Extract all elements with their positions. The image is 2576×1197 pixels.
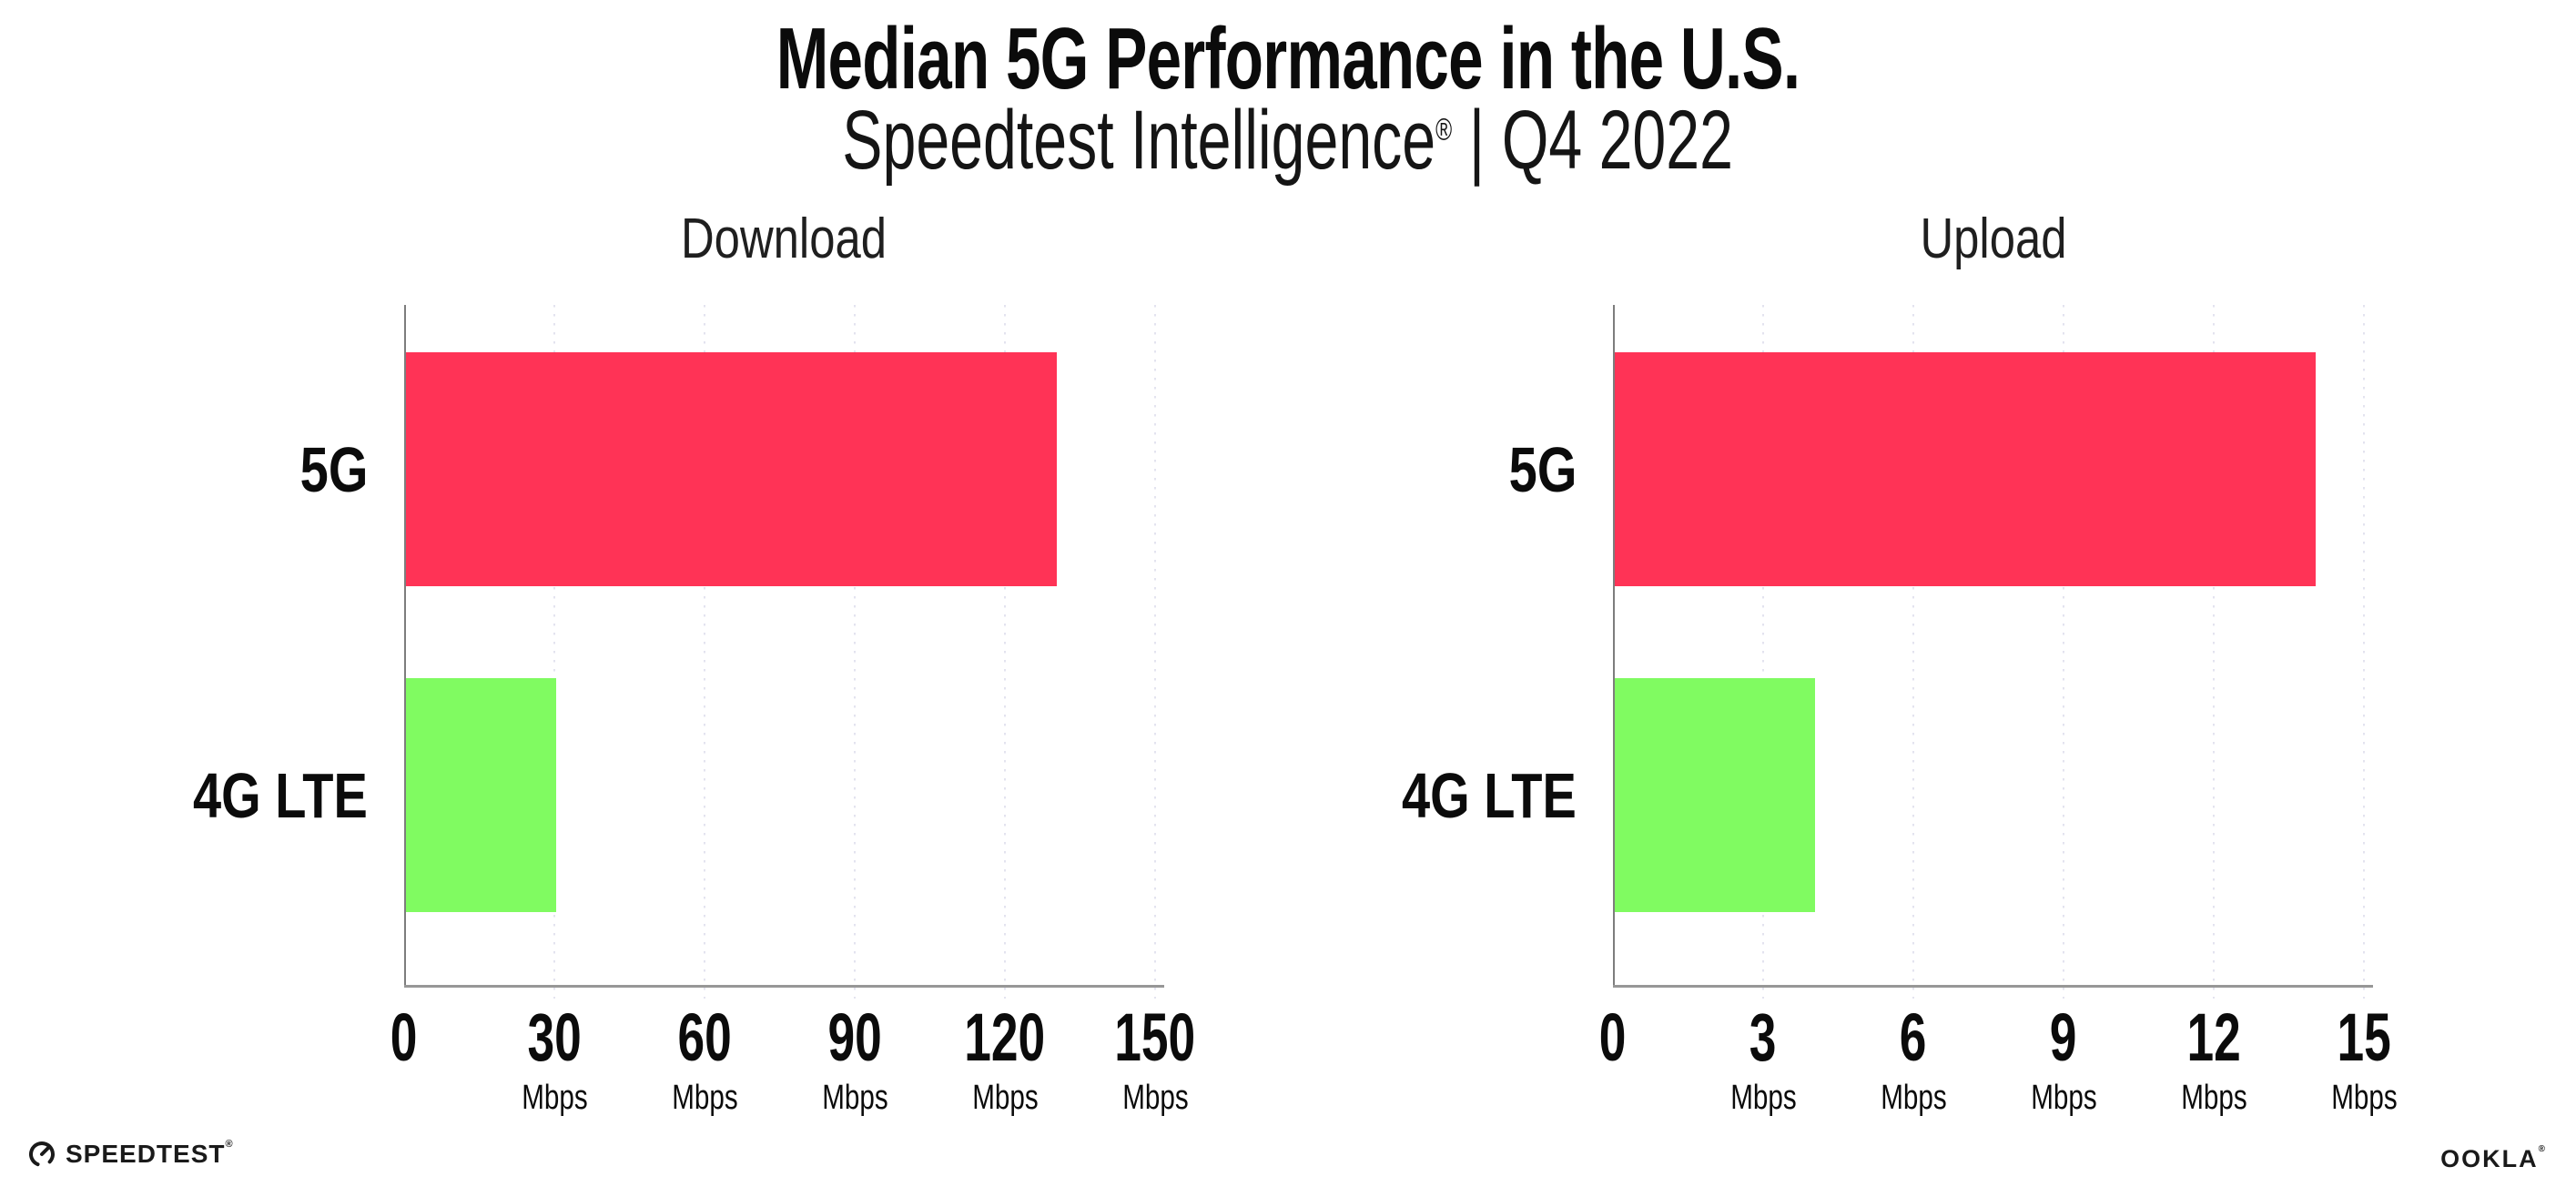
upload-bar-4g-lte — [1615, 678, 1815, 912]
upload-xtick-value-3: 3 — [1749, 999, 1777, 1075]
upload-gridline-9 — [2063, 305, 2064, 999]
download-xtick-unit-90: Mbps — [821, 1079, 888, 1117]
download-xtick-90: 90 Mbps — [736, 999, 973, 1117]
upload-xtick-value-6: 6 — [1900, 999, 1927, 1075]
download-gridline-90 — [854, 305, 856, 999]
download-xtick-120: 120 Mbps — [887, 999, 1123, 1117]
download-xtick-value-120: 120 — [964, 999, 1046, 1075]
subtitle-divider: | — [1469, 94, 1486, 187]
download-x-axis-line — [404, 985, 1164, 988]
download-xtick-value-90: 90 — [827, 999, 882, 1075]
upload-chart-title: Upload — [1920, 208, 2067, 270]
upload-plot-area: 5G 4G LTE 0 3 Mbps 6 Mbps 9 Mbps 12 Mbps 15 Mbps — [1402, 305, 2397, 1115]
download-bar-4g-lte — [406, 678, 556, 912]
download-gridline-60 — [704, 305, 705, 999]
download-xtick-unit-30: Mbps — [521, 1079, 588, 1117]
download-plot-area: 5G 4G LTE 0 30 Mbps 60 Mbps 90 Mbps 120 Mbps 150 Mbp… — [193, 305, 1195, 1115]
upload-xtick-unit-6: Mbps — [1880, 1079, 1947, 1117]
upload-bar-5g — [1615, 352, 2316, 586]
download-xtick-60: 60 Mbps — [586, 999, 823, 1117]
upload-gridline-12 — [2213, 305, 2215, 999]
download-bar-5g — [406, 352, 1057, 586]
download-y-axis-line — [404, 305, 406, 988]
download-xtick-value-0: 0 — [390, 999, 418, 1075]
speedtest-logo: SPEEDTEST® — [27, 1140, 234, 1169]
page-title: Median 5G Performance in the U.S. — [0, 11, 2576, 107]
upload-y-label-4g-lte: 4G LTE — [1402, 759, 1577, 831]
download-chart-title: Download — [680, 208, 887, 270]
ookla-trademark-symbol: ® — [2538, 1144, 2547, 1154]
upload-gridline-3 — [1762, 305, 1764, 999]
ookla-wordmark: OOKLA — [2440, 1145, 2539, 1172]
speedtest-wordmark: SPEEDTEST® — [66, 1139, 234, 1169]
upload-xtick-unit-12: Mbps — [2180, 1079, 2247, 1117]
subtitle-period: Q4 2022 — [1502, 94, 1734, 187]
download-xtick-unit-60: Mbps — [671, 1079, 738, 1117]
upload-xtick-value-12: 12 — [2186, 999, 2241, 1075]
upload-xtick-3: 3 Mbps — [1645, 999, 1881, 1117]
upload-gridline-6 — [1912, 305, 1914, 999]
upload-xtick-unit-9: Mbps — [2030, 1079, 2097, 1117]
upload-y-label-5g: 5G — [1508, 433, 1577, 505]
download-xtick-150: 150 Mbps — [1037, 999, 1273, 1117]
download-xtick-30: 30 Mbps — [436, 999, 673, 1117]
upload-y-axis-line — [1613, 305, 1615, 988]
page-title-text: Median 5G Performance in the U.S. — [776, 10, 1800, 107]
page-subtitle-text: Speedtest Intelligence® | Q4 2022 — [843, 93, 1734, 189]
download-gridline-30 — [553, 305, 555, 999]
upload-xtick-0: 0 — [1495, 1004, 1731, 1071]
upload-xtick-12: 12 Mbps — [2095, 999, 2332, 1117]
upload-xtick-value-15: 15 — [2337, 999, 2391, 1075]
upload-xtick-6: 6 Mbps — [1795, 999, 2032, 1117]
download-gridline-150 — [1154, 305, 1156, 999]
upload-xtick-unit-15: Mbps — [2330, 1079, 2398, 1117]
download-xtick-value-60: 60 — [677, 999, 732, 1075]
download-gridline-120 — [1004, 305, 1006, 999]
page-subtitle: Speedtest Intelligence® | Q4 2022 — [0, 93, 2576, 189]
download-xtick-unit-120: Mbps — [971, 1079, 1039, 1117]
upload-gridline-15 — [2363, 305, 2365, 999]
subtitle-brand: Speedtest Intelligence — [842, 94, 1436, 187]
ookla-logo: OOKLA® — [2440, 1145, 2547, 1173]
speedtest-trademark-symbol: ® — [225, 1139, 234, 1150]
registered-trademark-symbol: ® — [1435, 112, 1453, 147]
download-y-label-5g: 5G — [299, 433, 368, 505]
upload-xtick-value-9: 9 — [2050, 999, 2077, 1075]
download-xtick-value-30: 30 — [527, 999, 582, 1075]
upload-xtick-15: 15 Mbps — [2246, 999, 2482, 1117]
upload-xtick-unit-3: Mbps — [1729, 1079, 1797, 1117]
upload-xtick-9: 9 Mbps — [1945, 999, 2182, 1117]
upload-x-axis-line — [1613, 985, 2373, 988]
download-xtick-0: 0 — [286, 1004, 522, 1071]
download-y-label-4g-lte: 4G LTE — [193, 759, 368, 831]
download-xtick-unit-150: Mbps — [1121, 1079, 1189, 1117]
speedtest-gauge-icon — [29, 1141, 56, 1167]
download-xtick-value-150: 150 — [1114, 999, 1196, 1075]
upload-xtick-value-0: 0 — [1599, 999, 1627, 1075]
